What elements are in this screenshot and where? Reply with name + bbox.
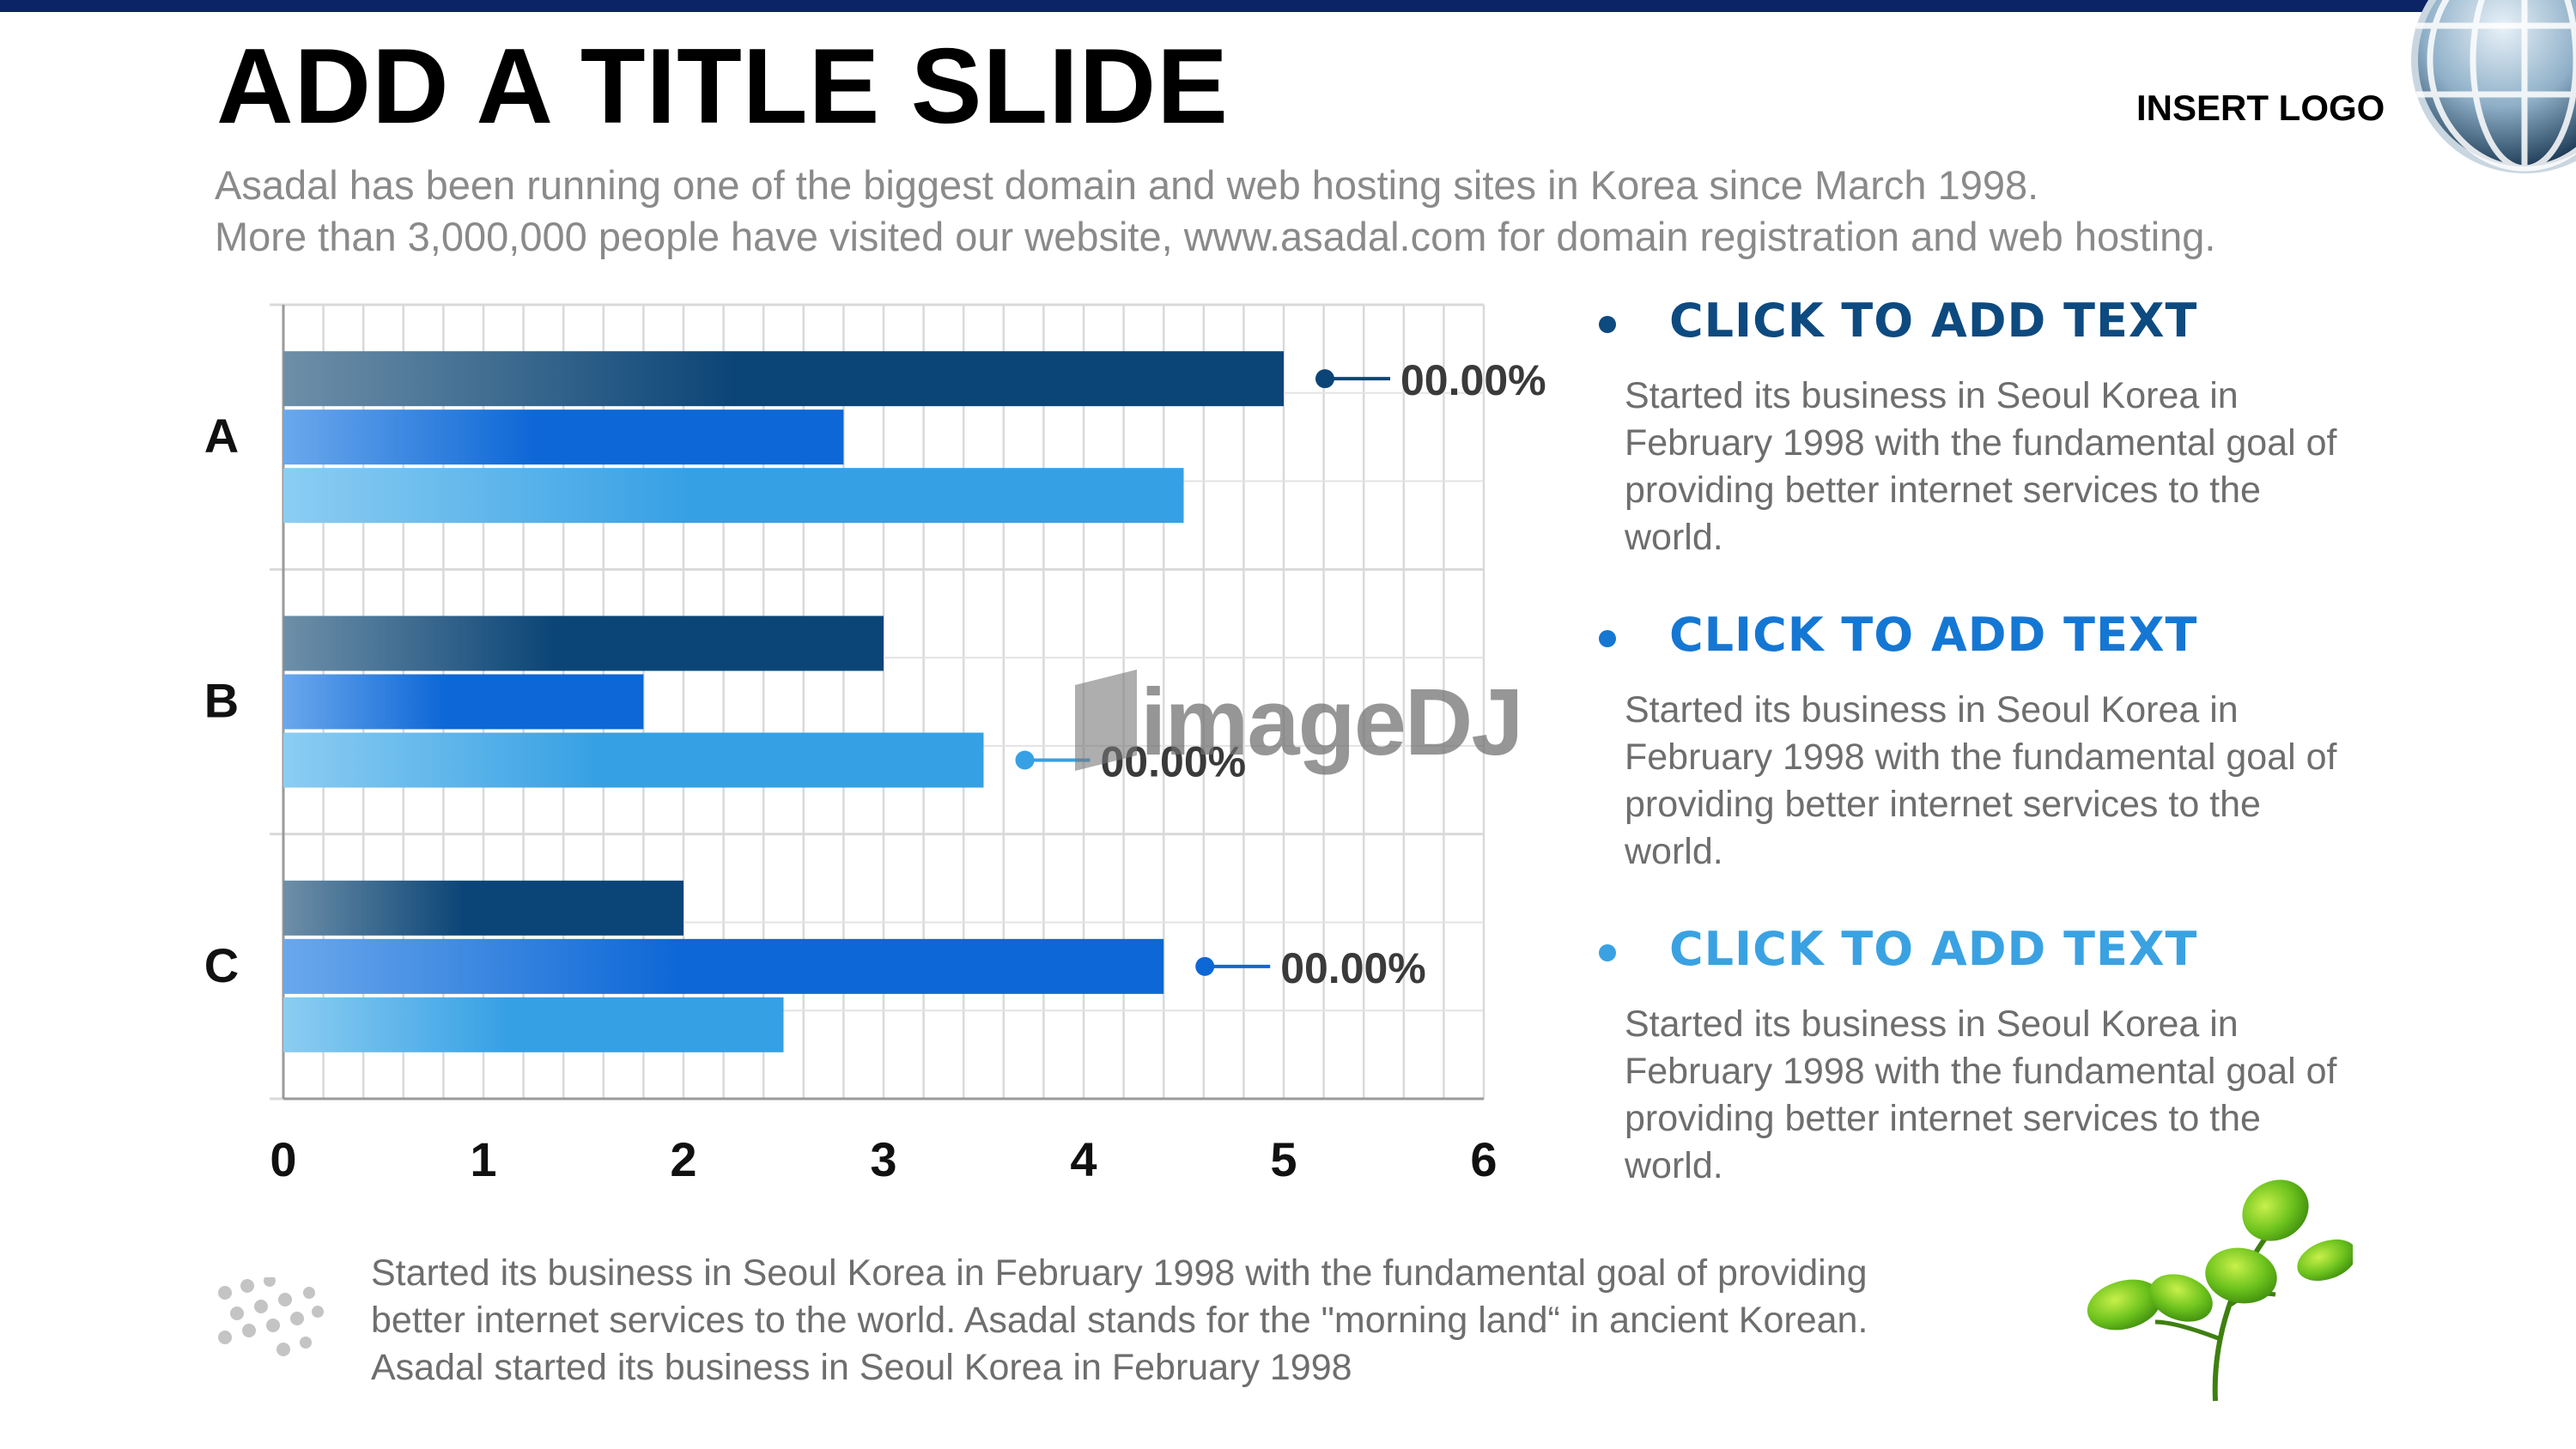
category-label: C bbox=[204, 938, 239, 992]
watermark: imageDJ bbox=[1075, 668, 1524, 777]
bullet-heading[interactable]: CLICK TO ADD TEXT bbox=[1669, 608, 2198, 662]
bullet-body: Started its business in Seoul Korea in F… bbox=[1625, 689, 2337, 872]
footer-line-2: better internet services to the world. A… bbox=[371, 1300, 1868, 1341]
x-tick-label: 2 bbox=[670, 1132, 696, 1186]
bar bbox=[283, 615, 884, 671]
bullet-dot-icon bbox=[1599, 316, 1616, 333]
bar bbox=[283, 468, 1184, 524]
subtitle-line-1: Asadal has been running one of the bigge… bbox=[215, 162, 2039, 208]
x-tick-label: 5 bbox=[1270, 1132, 1297, 1186]
bar bbox=[283, 732, 984, 788]
bar bbox=[283, 674, 644, 730]
slide-title[interactable]: ADD A TITLE SLIDE bbox=[216, 27, 1229, 146]
bar bbox=[283, 997, 784, 1052]
logo-placeholder[interactable]: INSERT LOGO bbox=[2136, 88, 2385, 128]
footer-line-3: Asadal started its business in Seoul Kor… bbox=[371, 1347, 1352, 1388]
x-tick-label: 6 bbox=[1470, 1132, 1497, 1186]
category-label: B bbox=[204, 674, 239, 728]
subtitle-line-2: More than 3,000,000 people have visited … bbox=[215, 214, 2216, 259]
watermark-text: imageDJ bbox=[1140, 670, 1524, 775]
bullet-body: Started its business in Seoul Korea in F… bbox=[1625, 375, 2337, 558]
bullet-body: Started its business in Seoul Korea in F… bbox=[1625, 1003, 2337, 1186]
callout-label: 00.00% bbox=[1400, 356, 1546, 404]
dots-icon bbox=[218, 1277, 324, 1356]
subtitle: Asadal has been running one of the bigge… bbox=[215, 160, 2215, 263]
bullet-dot-icon bbox=[1599, 630, 1616, 647]
top-accent-bar bbox=[0, 0, 2576, 12]
bar bbox=[283, 880, 683, 936]
bar bbox=[283, 409, 844, 465]
bar bbox=[283, 938, 1164, 994]
sprout-icon bbox=[2087, 1179, 2353, 1402]
x-tick-label: 4 bbox=[1070, 1132, 1097, 1186]
bar bbox=[283, 351, 1284, 407]
footer-line-1: Started its business in Seoul Korea in F… bbox=[371, 1252, 1868, 1294]
footer-text: Started its business in Seoul Korea in F… bbox=[371, 1250, 1868, 1391]
bullet-heading[interactable]: CLICK TO ADD TEXT bbox=[1669, 922, 2198, 976]
category-label: A bbox=[204, 409, 239, 463]
globe-image bbox=[2404, 0, 2576, 180]
x-tick-label: 1 bbox=[470, 1132, 496, 1186]
x-tick-label: 3 bbox=[870, 1132, 896, 1186]
watermark-cube-icon bbox=[1075, 670, 1137, 771]
bullet-heading[interactable]: CLICK TO ADD TEXT bbox=[1669, 294, 2198, 348]
x-tick-label: 0 bbox=[270, 1132, 296, 1186]
callout-label: 00.00% bbox=[1280, 944, 1426, 992]
bullet-dot-icon bbox=[1599, 944, 1616, 961]
